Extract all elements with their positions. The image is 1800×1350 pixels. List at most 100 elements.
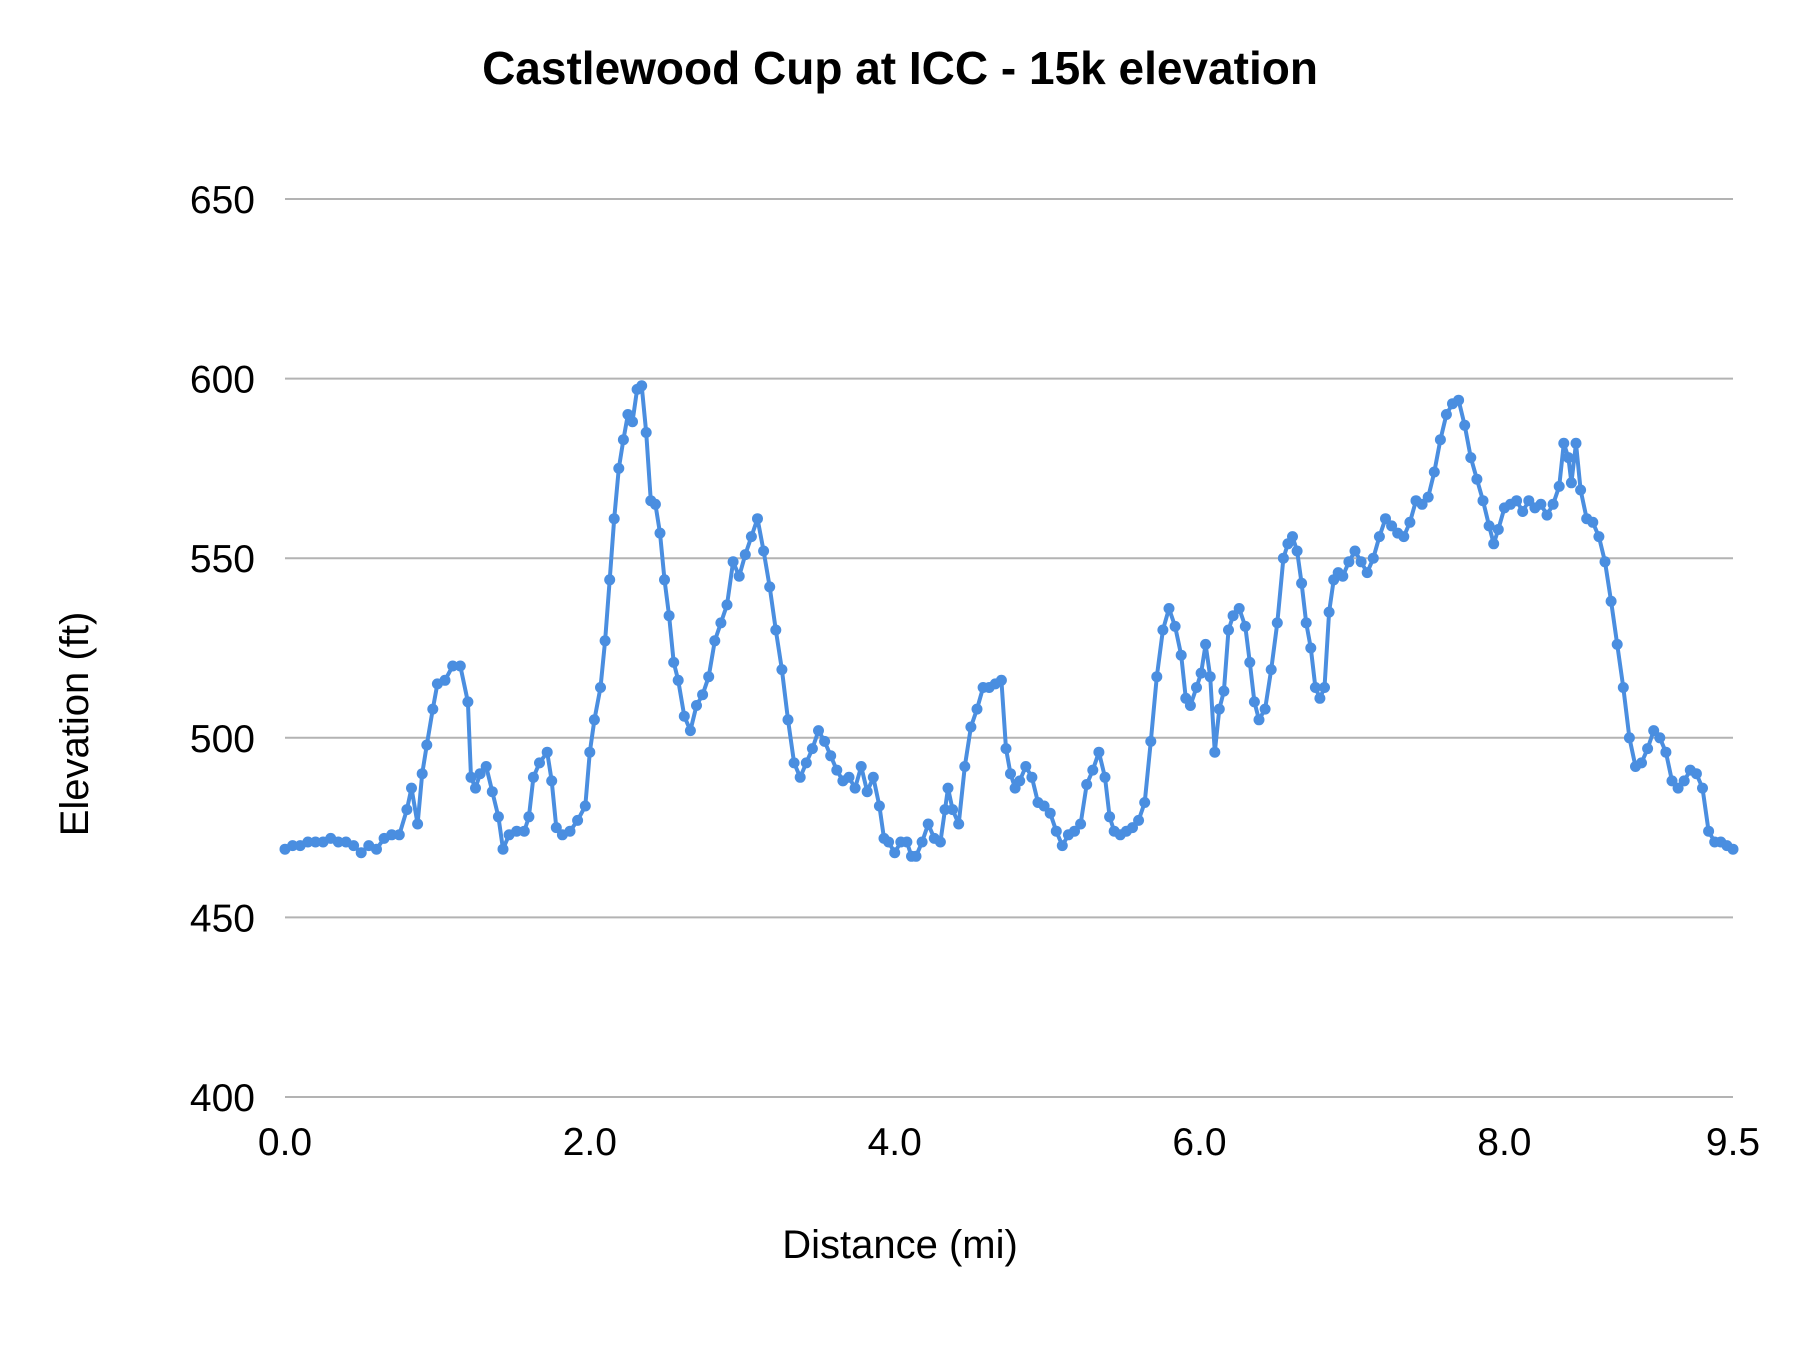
data-point	[640, 427, 652, 438]
data-point	[819, 735, 831, 747]
data-point	[1367, 552, 1379, 564]
data-point	[564, 825, 576, 837]
data-point	[721, 599, 733, 611]
data-point	[584, 746, 596, 758]
data-point	[1218, 685, 1230, 697]
data-point	[1511, 495, 1523, 507]
data-point	[672, 674, 684, 686]
data-point	[572, 814, 584, 826]
data-point	[1727, 843, 1739, 855]
data-point	[1636, 757, 1647, 769]
data-point	[782, 714, 794, 726]
data-point	[691, 700, 702, 711]
data-point	[715, 617, 727, 629]
data-point	[1337, 570, 1349, 582]
data-point	[745, 531, 757, 543]
data-point	[1361, 567, 1373, 579]
data-point	[678, 710, 690, 722]
data-point	[595, 682, 606, 693]
data-point	[764, 581, 776, 593]
data-point	[1517, 506, 1529, 517]
data-point	[654, 527, 666, 539]
data-point	[599, 635, 611, 647]
data-point	[1611, 638, 1623, 650]
data-point	[534, 757, 545, 769]
data-point	[867, 771, 879, 783]
data-point	[1660, 746, 1672, 758]
data-point	[1259, 703, 1271, 715]
data-point	[883, 836, 895, 848]
data-point	[727, 556, 739, 568]
data-point	[739, 549, 751, 561]
data-point	[1654, 732, 1666, 744]
y-tick-label: 500	[190, 718, 255, 761]
data-point	[1483, 520, 1495, 532]
data-point	[1547, 498, 1559, 510]
data-point	[355, 847, 367, 859]
data-point	[1157, 624, 1169, 636]
data-point	[788, 757, 800, 769]
data-point	[1227, 610, 1239, 622]
data-point	[550, 822, 562, 834]
data-point	[806, 743, 818, 755]
data-point	[1291, 545, 1303, 557]
data-point	[1014, 775, 1026, 787]
data-point	[1648, 725, 1660, 737]
data-point	[1139, 797, 1151, 808]
data-point	[1026, 771, 1038, 783]
x-tick-label: 6.0	[1172, 1121, 1226, 1164]
data-point	[546, 775, 558, 787]
data-point	[1690, 768, 1702, 780]
data-point	[1133, 814, 1145, 826]
data-point	[1314, 692, 1326, 704]
data-point	[1355, 556, 1367, 568]
data-point	[1642, 743, 1654, 755]
data-point	[1248, 696, 1260, 708]
y-tick-label: 400	[190, 1077, 255, 1120]
data-point	[1305, 642, 1317, 654]
data-point	[873, 800, 885, 812]
data-point	[310, 836, 321, 848]
data-point	[462, 696, 474, 708]
data-point	[1678, 775, 1690, 787]
data-point	[401, 804, 413, 816]
y-axis-label: Elevation (ft)	[53, 612, 97, 837]
data-point	[1244, 656, 1256, 668]
y-tick-label: 600	[190, 359, 255, 402]
data-point	[371, 843, 382, 855]
data-point	[922, 818, 934, 830]
data-point	[813, 725, 824, 737]
data-point	[1672, 782, 1684, 794]
data-point	[1151, 671, 1163, 683]
data-point	[1020, 761, 1032, 772]
data-point	[1562, 452, 1574, 464]
data-point	[1434, 434, 1446, 446]
data-point	[889, 847, 901, 859]
x-tick-label: 4.0	[868, 1121, 922, 1164]
data-point	[855, 761, 867, 772]
data-point	[1056, 840, 1068, 852]
data-point	[971, 703, 983, 715]
x-tick-label: 8.0	[1477, 1121, 1531, 1164]
data-point	[995, 674, 1007, 686]
data-point	[1175, 649, 1187, 661]
data-point	[604, 574, 616, 586]
data-point	[1477, 495, 1489, 507]
data-point	[1087, 764, 1099, 776]
x-tick-label: 2.0	[563, 1121, 617, 1164]
data-point	[1127, 822, 1138, 834]
data-point	[659, 574, 670, 586]
data-point	[709, 635, 721, 647]
data-point	[1300, 617, 1312, 629]
data-point	[947, 804, 959, 816]
data-point	[416, 768, 428, 780]
data-point	[1000, 743, 1012, 755]
data-point	[1075, 818, 1087, 830]
data-point	[825, 750, 837, 762]
y-tick-label: 650	[190, 179, 255, 222]
data-point	[1565, 477, 1577, 489]
chart-title: Castlewood Cup at ICC - 15k elevation	[482, 42, 1318, 94]
data-point	[770, 624, 782, 636]
data-point	[1697, 782, 1708, 794]
